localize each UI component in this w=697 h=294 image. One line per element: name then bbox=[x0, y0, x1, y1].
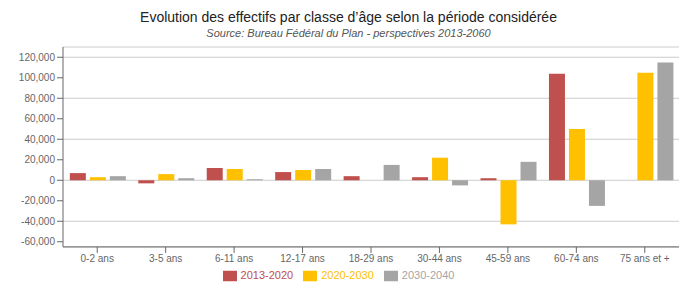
svg-text:60-74 ans: 60-74 ans bbox=[554, 253, 598, 264]
svg-text:12-17 ans: 12-17 ans bbox=[280, 253, 324, 264]
svg-text:-40,000: -40,000 bbox=[21, 216, 55, 227]
svg-text:0: 0 bbox=[49, 175, 55, 186]
svg-text:30-44 ans: 30-44 ans bbox=[417, 253, 461, 264]
svg-text:75 ans et +: 75 ans et + bbox=[620, 253, 670, 264]
svg-text:40,000: 40,000 bbox=[24, 134, 55, 145]
svg-text:100,000: 100,000 bbox=[19, 72, 56, 83]
svg-text:60,000: 60,000 bbox=[24, 113, 55, 124]
html-text:Source: Bureau Fédéral du Plan: Source: Bureau Fédéral du Plan - perspec… bbox=[206, 27, 491, 39]
svg-text:-20,000: -20,000 bbox=[21, 195, 55, 206]
svg-text:0-2 ans: 0-2 ans bbox=[81, 253, 114, 264]
svg-text:80,000: 80,000 bbox=[24, 93, 55, 104]
svg-text:3-5 ans: 3-5 ans bbox=[149, 253, 182, 264]
html-text:2013-2020: 2013-2020 bbox=[240, 268, 294, 281]
html-text:2020-2030: 2020-2030 bbox=[321, 268, 374, 281]
html-text:2030-2040: 2030-2040 bbox=[401, 268, 455, 281]
svg-text:6-11 ans: 6-11 ans bbox=[215, 253, 253, 264]
svg-text:120,000: 120,000 bbox=[19, 52, 56, 63]
svg-text:20,000: 20,000 bbox=[24, 154, 55, 165]
svg-text:45-59 ans: 45-59 ans bbox=[486, 253, 530, 264]
svg-text:-60,000: -60,000 bbox=[21, 236, 55, 247]
svg-text:18-29 ans: 18-29 ans bbox=[349, 253, 393, 264]
html-text:Evolution des effectifs par cl: Evolution des effectifs par classe d’âge… bbox=[140, 9, 557, 25]
